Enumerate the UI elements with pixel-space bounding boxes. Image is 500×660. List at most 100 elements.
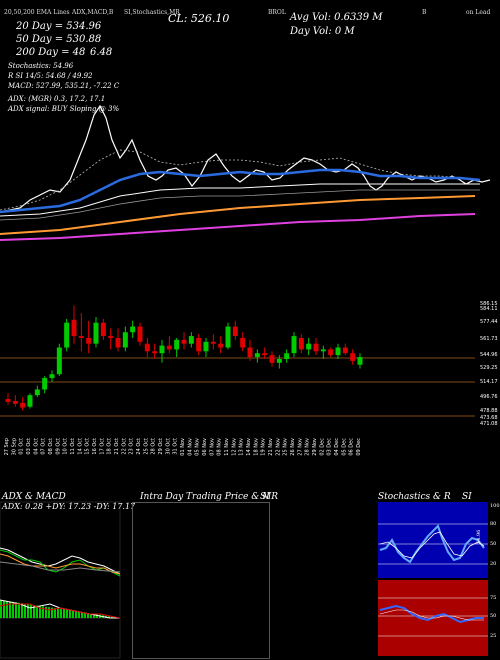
candle-body (71, 319, 77, 337)
date-axis-label: 25 Nov (283, 438, 289, 456)
date-axis-label: 01 Oct (19, 438, 25, 455)
rsi-axis-50: 50 (490, 613, 497, 619)
date-axis-label: 08 Nov (217, 438, 223, 456)
macd-histogram-bar (3, 600, 5, 618)
date-axis-label: 24 Oct (136, 438, 142, 455)
candle-body (320, 349, 326, 352)
macd-histogram-bar (96, 614, 98, 618)
adx-macd-title: ADX & MACD (2, 492, 66, 502)
candle-body (56, 347, 62, 375)
date-axis-label: 18 Nov (253, 438, 259, 456)
date-axis-label: 30 Sep (11, 438, 17, 455)
header-line-left: 20,50,200 EMA Lines (4, 9, 70, 16)
dplus-line-green (0, 549, 121, 577)
date-axis-label: 10 Oct (63, 438, 69, 455)
date-axis-label: 29 Nov (312, 438, 318, 456)
adx-signal-label: ADX signal: BUY Sloping @ 3% (8, 105, 120, 113)
price-axis-label: 584.11 (480, 306, 498, 312)
ema50-lower-line (0, 189, 480, 221)
macd-histogram-bar (6, 600, 8, 618)
date-axis-label: 11 Oct (70, 438, 76, 455)
adx-macd-panel (0, 501, 121, 659)
candle-body (27, 395, 33, 407)
price-axis-label: 561.73 (480, 336, 498, 342)
ema200-label: 200 Day = 48 (16, 47, 86, 58)
rsi-white-line (379, 609, 484, 621)
date-axis-label: 04 Oct (33, 438, 39, 455)
macd-histogram-bar (111, 616, 113, 618)
ema200-value: 6.48 (90, 47, 113, 58)
macd-histogram-bar (87, 613, 89, 618)
macd-histogram-bar (75, 611, 77, 618)
date-axis-label: 13 Nov (239, 438, 245, 456)
price-axis-label: 514.17 (480, 379, 498, 385)
rsi-axis-25: 25 (490, 633, 497, 639)
day-volume: Day Vol: 0 M (290, 26, 355, 37)
dminus-line-orange (0, 553, 121, 575)
candle-body (49, 374, 55, 379)
candle-body (357, 357, 363, 365)
candle-body (262, 353, 268, 356)
ema-magenta-line (0, 213, 476, 241)
date-axis-label: 25 Oct (143, 438, 149, 455)
candle-body (328, 349, 334, 356)
macd-histogram-bar (27, 604, 29, 618)
stoch-rsi-title: Stochastics & R (378, 492, 451, 502)
date-axis-label: 02 Dec (319, 438, 325, 456)
date-axis-label: 23 Oct (129, 438, 135, 455)
macd-histogram-bar (33, 604, 35, 618)
macd-signal-red (0, 603, 121, 619)
date-axis-label: 29 Oct (158, 438, 164, 455)
macd-histogram-bar (72, 610, 74, 618)
candle-body (42, 378, 48, 390)
date-axis-label: 09 Oct (55, 438, 61, 455)
rsi-label: R SI 14/5: 54.68 / 49.92 (8, 72, 93, 80)
candle-body (342, 347, 348, 354)
stoch-axis-50: 50 (490, 541, 497, 547)
stoch-d-line (379, 531, 485, 559)
header-brand: BROL (268, 9, 286, 16)
date-axis-label: 08 Oct (48, 438, 54, 455)
macd-histogram-bar (15, 602, 17, 618)
macd-histogram-bar (51, 607, 53, 618)
date-axis-label: 04 Dec (334, 438, 340, 456)
candle-body (115, 337, 121, 348)
macd-histogram-bar (93, 613, 95, 618)
adx-line-gray (0, 561, 121, 573)
macd-histogram-bar (57, 608, 59, 618)
date-axis-label: 03 Dec (327, 438, 333, 456)
date-axis-label: 03 Oct (26, 438, 32, 455)
stoch-side-value: 54.96 (476, 529, 482, 544)
macd-histogram-bar (78, 611, 80, 618)
header-right1: B (422, 9, 427, 16)
candle-body (196, 337, 202, 352)
candle-body (218, 343, 224, 348)
candle-body (284, 353, 290, 359)
macd-histogram-bar (69, 610, 71, 618)
macd-histogram-bar (30, 604, 32, 618)
macd-histogram-bar (45, 606, 47, 618)
intraday-panel (132, 502, 270, 659)
macd-histogram-bar (63, 609, 65, 618)
ema20-line (0, 168, 481, 214)
macd-histogram-bar (48, 607, 50, 618)
adx-values: ADX: 0.28 +DY: 17.23 -DY: 17.17 (2, 502, 136, 511)
header-line-mid: ADX,MACD,B (72, 9, 114, 16)
candle-body (12, 400, 18, 404)
macd-histogram-bar (42, 606, 44, 618)
stoch-axis-80: 80 (490, 521, 497, 527)
candle-body (203, 341, 209, 352)
date-axis-label: 07 Oct (41, 438, 47, 455)
date-axis-label: 21 Oct (114, 438, 120, 455)
candle-body (291, 336, 297, 354)
stoch-rsi-panel (378, 502, 488, 656)
candle-body (159, 345, 165, 354)
candle-body (254, 353, 260, 358)
candle-body (174, 339, 180, 350)
date-axis-label: 09 Dec (356, 438, 362, 456)
price-axis-label: 529.25 (480, 365, 498, 371)
macd-histogram-bar (21, 603, 23, 618)
price-axis-label: 544.96 (480, 352, 498, 358)
candle-body (166, 345, 172, 350)
